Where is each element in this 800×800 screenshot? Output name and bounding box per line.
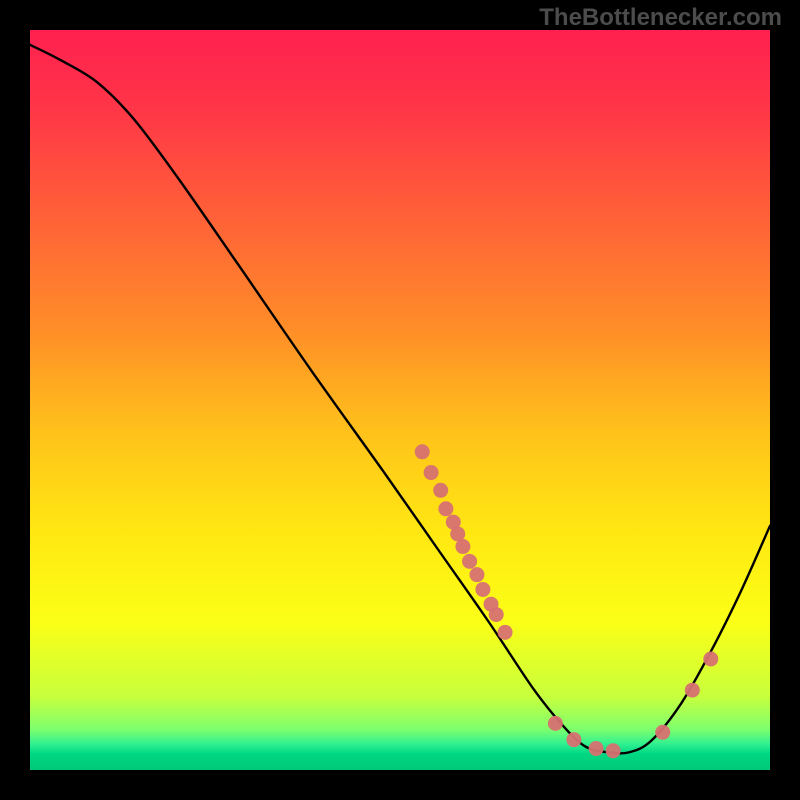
stage: TheBottlenecker.com: [0, 0, 800, 800]
data-marker: [433, 483, 448, 498]
data-marker: [566, 732, 581, 747]
data-marker: [455, 539, 470, 554]
data-marker: [469, 567, 484, 582]
data-marker: [462, 554, 477, 569]
data-marker: [489, 607, 504, 622]
data-marker: [548, 716, 563, 731]
data-marker: [655, 725, 670, 740]
watermark-text: TheBottlenecker.com: [539, 4, 782, 32]
data-marker: [424, 465, 439, 480]
gradient-background: [30, 30, 770, 770]
chart-svg: [30, 30, 770, 770]
bottleneck-chart: [30, 30, 770, 770]
data-marker: [703, 652, 718, 667]
data-marker: [606, 743, 621, 758]
data-marker: [475, 582, 490, 597]
data-marker: [685, 683, 700, 698]
data-marker: [589, 741, 604, 756]
data-marker: [415, 444, 430, 459]
data-marker: [438, 501, 453, 516]
data-marker: [498, 625, 513, 640]
